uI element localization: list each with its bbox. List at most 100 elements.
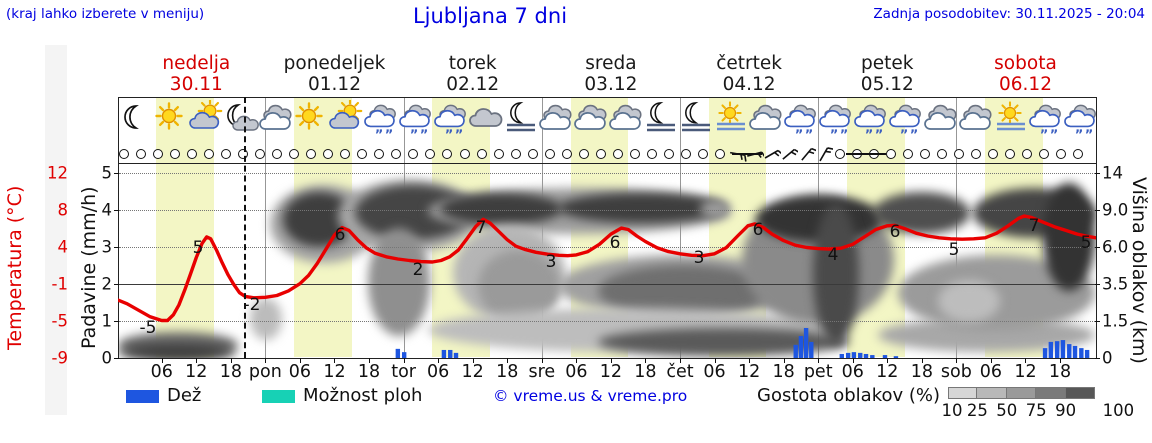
temp-tick-number: 8 <box>57 200 69 220</box>
horizontal-gridline <box>119 321 1095 323</box>
cloud-blob <box>119 344 236 358</box>
rain-bar <box>1072 345 1078 358</box>
axis-tick <box>114 284 119 286</box>
rain-icon: „ „ <box>364 104 397 136</box>
svg-text:„: „ <box>805 121 814 136</box>
axis-tick <box>1095 321 1100 323</box>
height-tick-number: 3.5 <box>1102 274 1129 294</box>
axis-tick <box>114 172 119 174</box>
temp-tick-number: 12 <box>47 163 68 183</box>
rain-legend-swatch <box>126 390 159 403</box>
day-date: 03.12 <box>584 74 638 95</box>
time-label: sre <box>528 362 556 382</box>
day-header: petek 05.12 <box>818 53 956 95</box>
calm-wind-icon <box>971 148 981 159</box>
height-tick-number: 9.0 <box>1102 200 1129 220</box>
rain-bar <box>1084 349 1090 358</box>
day-separator-line <box>265 97 267 358</box>
weather-icon-slot: „ „ <box>816 100 856 142</box>
moon-fog-icon <box>681 102 710 132</box>
menu-hint: (kraj lahko izberete v meniju) <box>6 6 205 22</box>
cloud-height-axis-label: Višina oblakov (km) <box>1128 176 1150 364</box>
axis-tick <box>1095 172 1100 174</box>
day-header: nedelja 30.11 <box>127 53 265 95</box>
calm-wind-icon <box>118 148 129 159</box>
rain-bar <box>858 352 863 358</box>
calm-wind-icon <box>834 148 845 159</box>
precip-tick-number: 2 <box>101 274 113 294</box>
time-tick <box>783 358 785 363</box>
showers-legend-swatch <box>262 390 295 403</box>
moon-icon <box>124 105 140 129</box>
time-label: tor <box>391 362 416 382</box>
time-label: 18 <box>219 362 242 382</box>
time-label: 12 <box>1014 362 1037 382</box>
calm-wind-icon <box>408 148 419 159</box>
cloud-scale-number: 10 <box>941 401 963 420</box>
time-tick <box>541 358 543 363</box>
weather-icon-slot <box>571 100 611 142</box>
time-tick <box>196 358 198 363</box>
rain-bar <box>1060 340 1066 358</box>
last-update: Zadnja posodobitev: 30.11.2025 - 20:04 <box>873 6 1145 22</box>
time-tick <box>679 358 681 363</box>
weather-icon-slot <box>326 100 366 142</box>
cloud-blob <box>558 193 726 223</box>
calm-wind-icon <box>340 148 351 159</box>
temp-tick-number: -5 <box>51 311 68 331</box>
cloud-scale-segment <box>1065 387 1095 399</box>
calm-wind-icon <box>391 148 402 159</box>
time-label: 12 <box>323 362 346 382</box>
calm-wind-icon <box>254 148 265 159</box>
rain-bar <box>1067 344 1072 358</box>
rain-icon: „ „ <box>853 104 886 136</box>
axis-tick <box>1095 358 1100 359</box>
moon-fog-icon <box>507 102 536 132</box>
calm-wind-icon <box>135 148 146 159</box>
svg-text:„: „ <box>910 121 919 136</box>
rain-icon: „ „ <box>1028 104 1061 136</box>
rain-bar <box>845 352 851 358</box>
axis-tick <box>1095 247 1100 249</box>
calm-wind-icon <box>561 148 572 159</box>
weather-icon-slot <box>466 100 506 142</box>
cloud-blob <box>440 193 562 225</box>
rain-bar <box>448 349 453 358</box>
rain-bar <box>1054 341 1060 358</box>
daylight-band <box>155 98 214 357</box>
time-label: 12 <box>599 362 623 382</box>
time-label: 06 <box>288 362 312 382</box>
rain-bar <box>839 353 845 358</box>
clouds-icon <box>923 104 957 130</box>
rain-bar <box>1079 348 1084 358</box>
weather-icon-slot <box>151 100 191 142</box>
time-tick <box>921 358 923 363</box>
weather-icon-slot <box>746 100 786 142</box>
time-label: 18 <box>496 362 519 382</box>
time-tick <box>887 358 889 363</box>
temperature-chart <box>118 214 1096 358</box>
cloud-blob <box>700 200 730 218</box>
time-label: 06 <box>703 362 726 382</box>
time-tick <box>645 358 647 363</box>
sun-cloud-icon <box>189 100 223 129</box>
rain-bar <box>395 348 401 358</box>
calm-wind-icon <box>1073 148 1084 159</box>
calm-wind-icon <box>220 148 231 159</box>
weather-icon-slot <box>711 100 751 142</box>
day-name: torek <box>448 53 497 74</box>
calm-wind-icon <box>186 148 197 159</box>
temperature-line <box>118 214 1096 323</box>
calm-wind-icon <box>323 148 334 159</box>
time-label: pet <box>803 362 833 382</box>
time-label: 12 <box>737 362 761 382</box>
svg-text:„: „ <box>385 121 394 136</box>
precip-tick-number: 4 <box>101 200 113 220</box>
calm-wind-icon <box>595 148 606 159</box>
horizontal-gridline <box>119 247 1095 249</box>
time-tick <box>403 358 405 363</box>
svg-text:„: „ <box>1085 121 1094 136</box>
time-label: 18 <box>1048 362 1072 382</box>
calm-wind-icon <box>936 148 947 159</box>
